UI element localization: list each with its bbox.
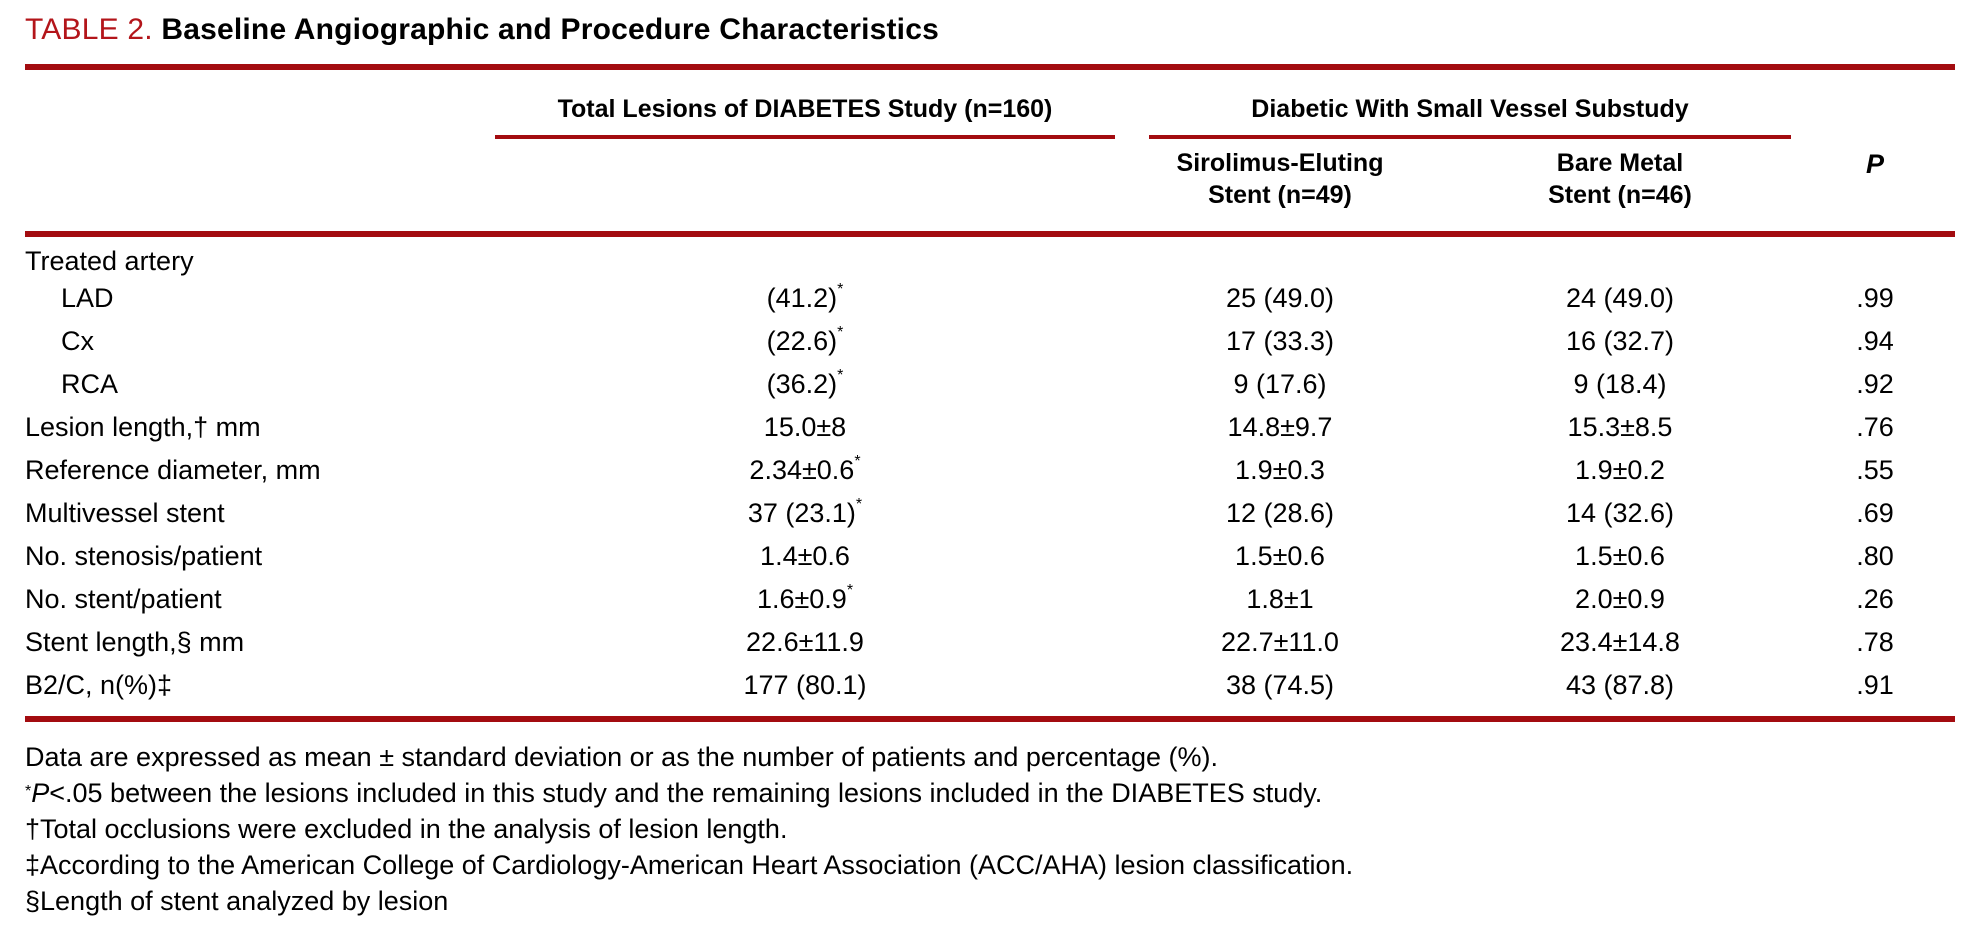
table-row: No. stent/patient 1.6±0.9* 1.8±1 2.0±0.9 .26: [25, 578, 1955, 621]
cell-value: 43 (87.8): [1565, 670, 1675, 700]
cell-value: 1.6±0.9*: [756, 582, 854, 614]
column-group-total-lesions-label: Total Lesions of DIABETES Study (n=160): [495, 94, 1115, 139]
row-label: No. stenosis/patient: [25, 541, 263, 571]
column-group-total-lesions: Total Lesions of DIABETES Study (n=160): [495, 70, 1115, 139]
row-label: No. stent/patient: [25, 584, 222, 614]
header-group-row: Total Lesions of DIABETES Study (n=160) …: [25, 70, 1955, 139]
cell-value: 17 (33.3): [1225, 326, 1335, 356]
cell-value: .99: [1856, 283, 1894, 313]
top-rule: [25, 64, 1955, 70]
footnote: §Length of stent analyzed by lesion: [25, 886, 449, 916]
cell-value: .55: [1856, 455, 1894, 485]
footnotes: Data are expressed as mean ± standard de…: [25, 739, 1955, 919]
cell-value: 1.4±0.6: [760, 541, 850, 571]
cell-value: 15.3±8.5: [1567, 412, 1673, 442]
table-row: Stent length,§ mm 22.6±11.9 22.7±11.0 23.4±…: [25, 621, 1955, 664]
cell-value: [495, 234, 1115, 277]
cell-value: [1445, 234, 1795, 277]
column-header-sirolimus-stent: Sirolimus-Eluting Stent (n=49): [1115, 139, 1445, 234]
column-group-small-vessel-substudy: Diabetic With Small Vessel Substudy: [1115, 70, 1795, 139]
column-header-sirolimus-line1: Sirolimus-Eluting: [1176, 149, 1384, 177]
cell-value: 9 (18.4): [1573, 369, 1667, 399]
cell-value: 37 (23.1)*: [747, 496, 863, 528]
cell-value: 15.0±8: [763, 412, 847, 442]
cell-value: 12 (28.6): [1225, 498, 1335, 528]
cell-value: 38 (74.5): [1225, 670, 1335, 700]
table-row: RCA (36.2)* 9 (17.6) 9 (18.4) .92: [25, 363, 1955, 406]
footnote: ‡According to the American College of Ca…: [25, 850, 1354, 880]
row-label: Cx: [61, 326, 94, 356]
header-sub-row: Sirolimus-Eluting Stent (n=49) Bare Meta…: [25, 139, 1955, 234]
cell-value: 22.7±11.0: [1221, 627, 1339, 657]
table-row: Lesion length,† mm 15.0±8 14.8±9.7 15.3±8.5…: [25, 406, 1955, 449]
cell-value: .26: [1856, 584, 1894, 614]
table-row: Reference diameter, mm 2.34±0.6* 1.9±0.3 1.…: [25, 449, 1955, 492]
row-label: RCA: [61, 369, 119, 399]
cell-value: (22.6)*: [766, 324, 844, 356]
column-header-bare-metal-line2: Stent (n=46): [1548, 180, 1692, 209]
cell-value: [1115, 234, 1445, 277]
cell-value: 22.6±11.9: [746, 627, 864, 657]
cell-value: .78: [1856, 627, 1894, 657]
table-header: Total Lesions of DIABETES Study (n=160) …: [25, 70, 1955, 234]
table-row: LAD (41.2)* 25 (49.0) 24 (49.0) .99: [25, 277, 1955, 320]
empty-header-cell: [1795, 70, 1955, 139]
cell-value: 2.34±0.6*: [749, 453, 861, 485]
cell-value: .69: [1856, 498, 1894, 528]
cell-value: 24 (49.0): [1565, 283, 1675, 313]
column-header-sirolimus-line2: Stent (n=49): [1208, 180, 1352, 209]
cell-value: (41.2)*: [766, 281, 844, 313]
table-row: Multivessel stent 37 (23.1)* 12 (28.6) 14 (…: [25, 492, 1955, 535]
empty-header-cell: [25, 139, 495, 234]
column-header-bare-metal-stent: Bare Metal Stent (n=46): [1445, 139, 1795, 234]
cell-value: 14.8±9.7: [1227, 412, 1333, 442]
table-row: No. stenosis/patient 1.4±0.6 1.5±0.6 1.5±0.…: [25, 535, 1955, 578]
row-label: Multivessel stent: [25, 498, 225, 528]
footnote: Data are expressed as mean ± standard de…: [25, 742, 1219, 772]
cell-value: [1795, 234, 1955, 277]
cell-value: .92: [1856, 369, 1894, 399]
table-row: Cx (22.6)* 17 (33.3) 16 (32.7) .94: [25, 320, 1955, 363]
row-label: LAD: [61, 283, 114, 313]
table-row: Treated artery: [25, 234, 1955, 277]
cell-value: (36.2)*: [766, 367, 844, 399]
footnote: *P<.05 between the lesions included in t…: [25, 778, 1323, 808]
cell-value: .80: [1856, 541, 1894, 571]
cell-value: 25 (49.0): [1225, 283, 1335, 313]
cell-value: 1.9±0.2: [1575, 455, 1665, 485]
column-group-substudy-label: Diabetic With Small Vessel Substudy: [1149, 94, 1791, 139]
table-title-text: Baseline Angiographic and Procedure Char…: [161, 13, 939, 46]
empty-header-cell: [25, 70, 495, 139]
cell-value: 177 (80.1): [743, 670, 867, 700]
cell-value: .76: [1856, 412, 1894, 442]
row-label: B2/C, n(%)‡: [25, 670, 173, 700]
column-header-p-value: P: [1865, 149, 1884, 179]
empty-header-cell: [495, 139, 1115, 234]
cell-value: 1.9±0.3: [1235, 455, 1325, 485]
row-label: Treated artery: [25, 245, 194, 276]
cell-value: 14 (32.6): [1565, 498, 1675, 528]
cell-value: 9 (17.6): [1233, 369, 1327, 399]
cell-value: 23.4±14.8: [1560, 627, 1680, 657]
data-table: Total Lesions of DIABETES Study (n=160) …: [25, 70, 1955, 707]
cell-value: 16 (32.7): [1565, 326, 1675, 356]
row-label: Reference diameter, mm: [25, 455, 321, 485]
table-number-label: TABLE 2.: [25, 13, 153, 46]
cell-value: 2.0±0.9: [1575, 584, 1665, 614]
cell-value: 1.8±1: [1246, 584, 1314, 614]
cell-value: .91: [1856, 670, 1894, 700]
table-row: B2/C, n(%)‡ 177 (80.1) 38 (74.5) 43 (87.8).…: [25, 664, 1955, 707]
table-title: TABLE 2. Baseline Angiographic and Proce…: [25, 10, 1955, 50]
footnote: †Total occlusions were excluded in the a…: [25, 814, 788, 844]
cell-value: 1.5±0.6: [1575, 541, 1665, 571]
cell-value: .94: [1856, 326, 1894, 356]
table-body: Treated artery LAD (41.2)* 25 (49.0) 24 (49.…: [25, 234, 1955, 707]
column-header-bare-metal-line1: Bare Metal: [1556, 149, 1684, 177]
bottom-rule: [25, 716, 1955, 722]
row-label: Lesion length,† mm: [25, 412, 261, 442]
cell-value: 1.5±0.6: [1235, 541, 1325, 571]
row-label: Stent length,§ mm: [25, 627, 245, 657]
